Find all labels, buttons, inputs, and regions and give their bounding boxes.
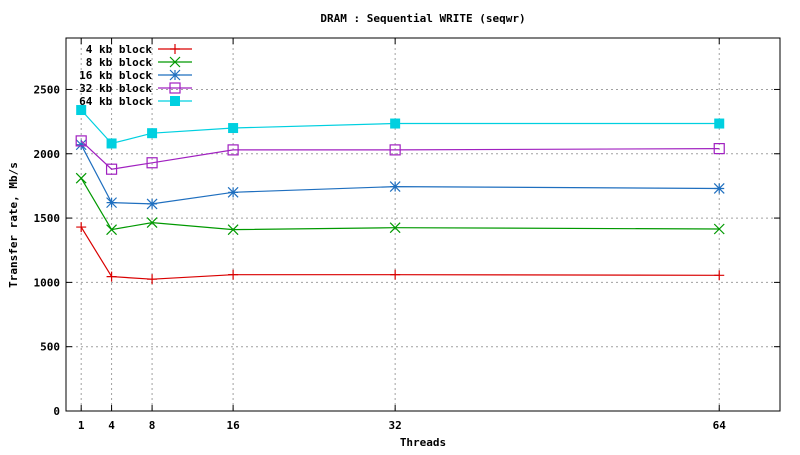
plot-frame xyxy=(65,37,781,412)
legend-label: 32 kb block xyxy=(79,82,152,95)
legend-label: 64 kb block xyxy=(79,95,152,108)
y-tick-label: 1500 xyxy=(34,212,61,225)
data-point-marker xyxy=(76,222,87,233)
legend-label: 4 kb block xyxy=(86,43,153,56)
x-tick-label: 8 xyxy=(149,419,156,432)
data-point-marker xyxy=(75,135,87,147)
series-2 xyxy=(75,172,725,236)
data-point-marker xyxy=(170,44,180,54)
data-point-marker xyxy=(227,144,239,156)
data-point-marker xyxy=(146,198,158,210)
data-point-marker xyxy=(106,224,117,236)
data-point-marker xyxy=(227,224,239,236)
y-tick-label: 0 xyxy=(53,405,60,418)
data-point-marker xyxy=(390,118,401,129)
data-point-marker xyxy=(390,269,401,280)
x-tick-label: 64 xyxy=(713,419,727,432)
data-point-marker xyxy=(227,186,239,198)
x-tick-label: 1 xyxy=(78,419,85,432)
data-point-marker xyxy=(170,96,180,106)
data-point-marker xyxy=(389,222,401,234)
series-line xyxy=(80,109,720,145)
data-point-marker xyxy=(146,157,158,169)
data-point-marker xyxy=(169,56,181,68)
y-tick-label: 2000 xyxy=(34,148,61,161)
data-point-marker xyxy=(169,82,181,94)
series-group xyxy=(75,105,725,285)
y-tick-label: 2500 xyxy=(34,83,61,96)
data-point-marker xyxy=(713,183,725,194)
series-1 xyxy=(76,222,725,285)
data-point-marker xyxy=(146,217,158,228)
data-point-marker xyxy=(106,138,117,149)
legend-label: 16 kb block xyxy=(79,69,152,82)
series-3 xyxy=(75,139,725,210)
data-point-marker xyxy=(76,105,87,116)
data-point-marker xyxy=(713,223,725,235)
legend-entry: 64 kb block xyxy=(79,95,192,108)
data-point-marker xyxy=(105,163,118,175)
y-tick-label: 500 xyxy=(40,341,60,354)
legend-label: 8 kb block xyxy=(86,56,153,69)
legend-entry: 16 kb block xyxy=(79,69,192,82)
data-point-marker xyxy=(228,123,239,134)
data-point-marker xyxy=(75,139,87,151)
data-point-marker xyxy=(75,172,87,184)
series-5 xyxy=(76,105,725,149)
axis-ticks: 0 500 1000 1500 2000 2500 1 4 8 16 32 64 xyxy=(34,38,780,432)
data-point-marker xyxy=(228,269,239,280)
series-4 xyxy=(75,135,725,175)
data-point-marker xyxy=(389,181,401,192)
legend-entry: 8 kb block xyxy=(86,56,192,69)
series-line xyxy=(80,226,720,280)
grid xyxy=(66,38,780,411)
data-point-marker xyxy=(714,118,725,129)
data-point-marker xyxy=(147,128,158,139)
y-axis-label: Transfer rate, Mb/s xyxy=(7,162,20,288)
data-point-marker xyxy=(713,143,725,155)
x-tick-label: 16 xyxy=(226,419,240,432)
chart-title: DRAM : Sequential WRITE (seqwr) xyxy=(320,12,525,25)
data-point-marker xyxy=(106,271,117,282)
data-point-marker xyxy=(147,274,158,285)
series-line xyxy=(80,177,720,231)
data-point-marker xyxy=(169,69,181,81)
legend-entry: 4 kb block xyxy=(86,43,192,56)
x-axis-label: Threads xyxy=(400,436,446,449)
data-point-marker xyxy=(389,144,401,156)
x-tick-label: 32 xyxy=(389,419,402,432)
y-tick-label: 1000 xyxy=(34,276,61,289)
data-point-marker xyxy=(106,197,117,209)
x-tick-label: 4 xyxy=(108,419,115,432)
data-point-marker xyxy=(714,270,725,281)
legend-entry: 32 kb block xyxy=(79,82,192,95)
series-line xyxy=(80,144,720,205)
